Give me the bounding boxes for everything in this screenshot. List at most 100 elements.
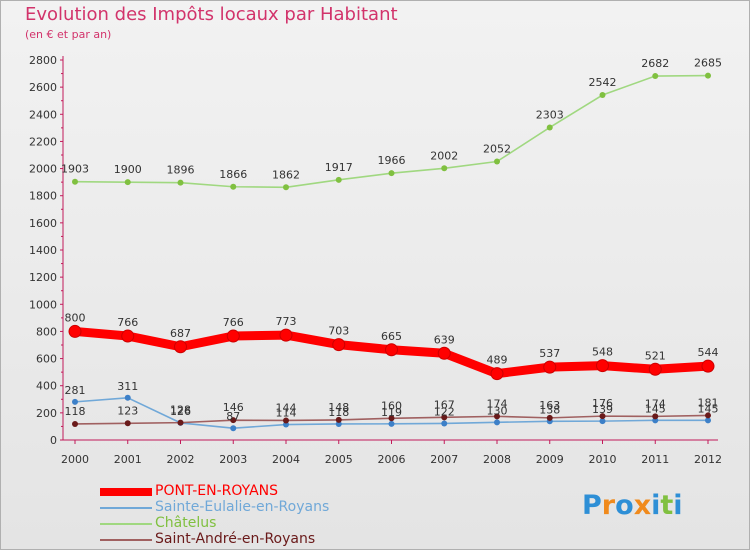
data-label: 1903	[61, 163, 89, 176]
data-point	[279, 328, 293, 342]
data-label: 2685	[694, 57, 722, 70]
x-tick-label: 2009	[536, 453, 564, 466]
x-tick-label: 2006	[378, 453, 406, 466]
logo-letter: r	[601, 490, 616, 521]
data-label: 537	[539, 347, 560, 360]
x-tick-label: 2008	[483, 453, 511, 466]
proxiti-logo: Proxiti	[582, 490, 683, 521]
x-tick-label: 2011	[641, 453, 669, 466]
data-point	[441, 414, 448, 421]
data-label: 122	[434, 405, 455, 418]
data-point	[72, 420, 78, 427]
data-label: 766	[117, 316, 138, 329]
data-point	[705, 72, 711, 79]
data-point	[543, 360, 557, 374]
y-tick-label: 600	[36, 353, 57, 366]
data-point	[599, 418, 606, 425]
data-point	[72, 178, 78, 185]
x-tick-label: 2012	[694, 453, 722, 466]
data-label: 146	[223, 401, 244, 414]
data-point	[230, 425, 237, 432]
data-label: 687	[170, 327, 191, 340]
y-tick-label: 1600	[29, 217, 57, 230]
y-tick-label: 2200	[29, 135, 57, 148]
legend-label: PONT-EN-ROYANS	[155, 483, 279, 499]
y-tick-label: 1200	[29, 271, 57, 284]
logo-letter: P	[582, 490, 602, 521]
logo-letter: t	[660, 490, 674, 521]
data-label: 1917	[325, 161, 353, 174]
data-label: 176	[592, 397, 613, 410]
data-point	[230, 183, 237, 190]
data-label: 138	[539, 403, 560, 416]
data-point	[648, 362, 662, 376]
data-label: 119	[381, 406, 402, 419]
logo-letter: x	[633, 490, 652, 521]
data-point	[494, 158, 500, 165]
data-label: 128	[170, 404, 191, 417]
data-label: 167	[434, 398, 455, 411]
data-point	[283, 417, 289, 424]
data-label: 145	[698, 402, 719, 415]
data-point	[335, 176, 342, 183]
data-label: 126	[170, 405, 191, 418]
data-point	[388, 420, 395, 427]
data-point	[68, 324, 82, 338]
y-tick-label: 0	[50, 434, 57, 447]
y-tick-label: 1800	[29, 190, 57, 203]
data-label: 1896	[167, 164, 195, 177]
x-tick-label: 2005	[325, 453, 353, 466]
data-label: 2303	[536, 108, 564, 121]
data-point	[494, 419, 500, 426]
data-point	[701, 359, 715, 373]
y-tick-label: 400	[36, 380, 57, 393]
data-point	[705, 412, 711, 419]
legend-label: Saint-André-en-Royans	[155, 531, 316, 547]
data-label: 118	[328, 406, 349, 419]
logo-letter: o	[615, 490, 634, 521]
y-tick-label: 2800	[29, 54, 57, 67]
data-point	[546, 414, 553, 421]
data-label: 639	[434, 333, 455, 346]
logo-letter: i	[673, 490, 683, 521]
data-label: 163	[539, 399, 560, 412]
y-tick-label: 2400	[29, 108, 57, 121]
x-tick-label: 2002	[167, 453, 195, 466]
data-point	[124, 394, 131, 401]
data-point	[226, 329, 240, 343]
data-label: 145	[645, 402, 666, 415]
data-label: 489	[487, 354, 508, 367]
data-label: 544	[698, 346, 719, 359]
data-label: 144	[276, 401, 297, 414]
data-point	[230, 417, 237, 424]
x-tick-label: 2010	[589, 453, 617, 466]
data-label: 665	[381, 330, 402, 343]
y-tick-label: 2600	[29, 81, 57, 94]
data-label: 114	[276, 407, 297, 420]
data-point	[596, 359, 609, 373]
data-label: 548	[592, 346, 613, 359]
x-tick-label: 2003	[219, 453, 247, 466]
data-point	[437, 346, 451, 360]
data-label: 1866	[219, 168, 247, 181]
x-tick-label: 2007	[430, 453, 458, 466]
data-point	[174, 340, 187, 354]
data-label: 1900	[114, 163, 142, 176]
data-label: 2542	[589, 76, 617, 89]
data-label: 1862	[272, 168, 300, 181]
logo-letter: i	[651, 490, 661, 521]
y-tick-label: 800	[36, 325, 57, 338]
data-label: 2682	[641, 57, 669, 70]
data-label: 174	[645, 397, 666, 410]
data-label: 800	[65, 311, 86, 324]
data-point	[490, 367, 504, 381]
data-point	[335, 416, 342, 423]
data-point	[124, 420, 131, 427]
data-label: 160	[381, 399, 402, 412]
data-point	[332, 338, 346, 352]
data-label: 281	[65, 384, 86, 397]
data-label: 773	[276, 315, 297, 328]
data-point	[652, 413, 659, 420]
data-point	[177, 179, 184, 186]
